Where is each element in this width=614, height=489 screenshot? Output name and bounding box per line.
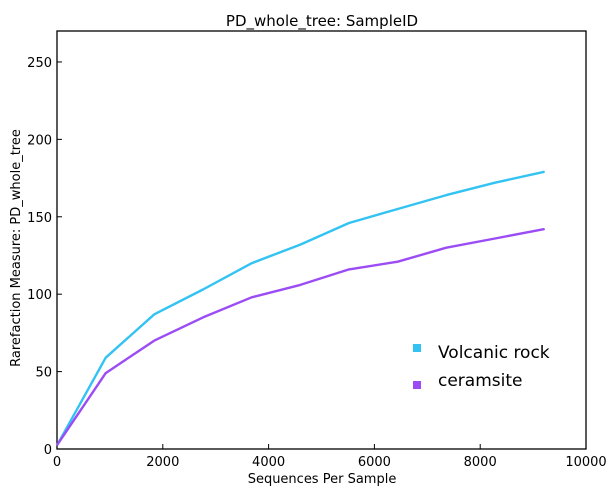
- series-lines: [56, 170, 545, 446]
- y-tick-label: 100: [27, 288, 52, 303]
- legend-label: ceramsite: [438, 371, 522, 391]
- legend-label: Volcanic rock: [438, 343, 550, 363]
- y-tick-label: 50: [35, 366, 52, 381]
- x-tick-label: 10000: [565, 455, 606, 470]
- y-tick-label: 200: [27, 133, 52, 148]
- legend-marker: [413, 381, 421, 389]
- x-tick-label: 4000: [252, 455, 285, 470]
- series-line-ceramsite: [56, 227, 545, 446]
- y-axis-label: Rarefaction Measure: PD_whole_tree: [9, 129, 24, 367]
- legend: Volcanic rock ceramsite: [413, 343, 550, 391]
- x-tick-label: 2000: [146, 455, 179, 470]
- y-tick-label: 0: [44, 443, 52, 458]
- legend-marker: [413, 344, 421, 352]
- x-tick-label: 6000: [358, 455, 391, 470]
- chart-title: PD_whole_tree: SampleID: [226, 12, 418, 31]
- x-tick-label: 8000: [464, 455, 497, 470]
- x-axis-label: Sequences Per Sample: [248, 472, 397, 487]
- x-tick-label: 0: [53, 455, 61, 470]
- series-line-volcanic-rock: [56, 170, 545, 446]
- y-tick-label: 250: [27, 56, 52, 71]
- plot-frame: [56, 30, 587, 450]
- axis-ticks: 0 2000 4000 6000 8000 10000 0 50 100 150 200 250: [27, 56, 607, 470]
- y-tick-label: 150: [27, 211, 52, 226]
